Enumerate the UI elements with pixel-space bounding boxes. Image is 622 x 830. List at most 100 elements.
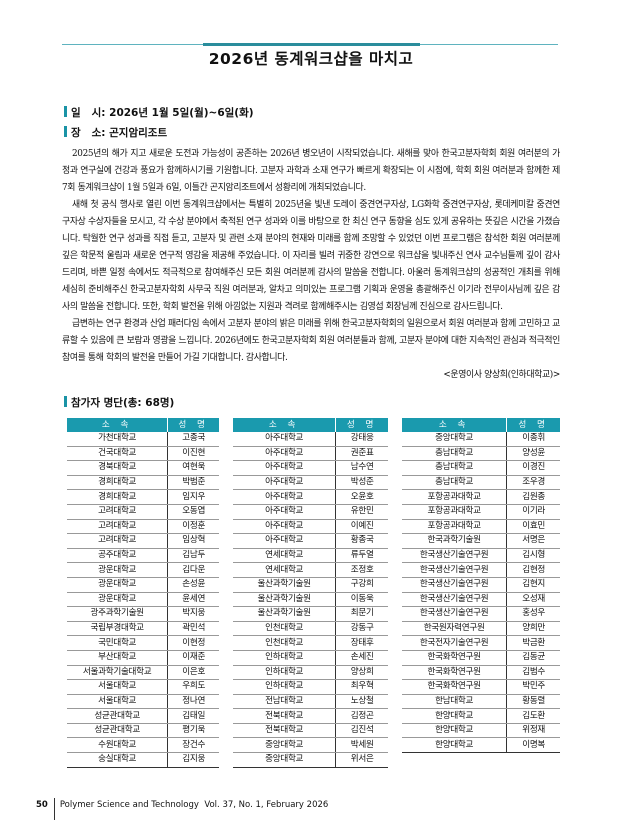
name-cell: 손세진 bbox=[335, 650, 388, 666]
name-cell: 유한민 bbox=[335, 504, 388, 520]
name-cell: 위정재 bbox=[506, 723, 560, 739]
affiliation-cell: 수원대학교 bbox=[67, 737, 169, 754]
table-row: 부산대학교 이재준 bbox=[67, 650, 219, 666]
name-cell: 이효민 bbox=[506, 519, 560, 535]
table-row: 한남대학교 황동렬 bbox=[402, 694, 560, 710]
affiliation-cell: 중앙대학교 bbox=[233, 737, 337, 754]
affiliation-cell: 한국원자력연구원 bbox=[402, 621, 508, 637]
name-cell: 박민주 bbox=[506, 679, 560, 695]
table-row: 가천대학교 고종국 bbox=[67, 432, 219, 447]
table-row: 한양대학교 김도환 bbox=[402, 708, 560, 724]
name-cell: 여현욱 bbox=[167, 460, 219, 476]
name-cell: 김남두 bbox=[167, 548, 219, 564]
affiliation-cell: 충남대학교 bbox=[402, 460, 508, 476]
name-cell: 최우혁 bbox=[335, 679, 388, 695]
header-affiliation: 소 속 bbox=[402, 418, 508, 432]
name-cell: 이종휘 bbox=[506, 432, 560, 447]
top-rule-accent bbox=[203, 43, 420, 46]
table-row: 연세대학교 조정호 bbox=[233, 562, 388, 578]
table-row: 한국화학연구원 김범수 bbox=[402, 665, 560, 681]
name-cell: 박지웅 bbox=[167, 606, 219, 622]
affiliation-cell: 경희대학교 bbox=[67, 475, 169, 491]
affiliation-cell: 숭실대학교 bbox=[67, 752, 169, 768]
name-cell: 강동구 bbox=[335, 621, 388, 637]
affiliation-cell: 중앙대학교 bbox=[402, 432, 508, 447]
table-row: 중앙대학교 박세원 bbox=[233, 737, 388, 754]
participants-heading-text: 참가자 명단(총: 68명) bbox=[71, 397, 175, 409]
affiliation-cell: 울산과학기술원 bbox=[233, 606, 337, 622]
table-row: 울산과학기술원 구강희 bbox=[233, 577, 388, 593]
name-cell: 오동엽 bbox=[167, 504, 219, 520]
name-cell: 이정훈 bbox=[167, 519, 219, 535]
affiliation-cell: 인하대학교 bbox=[233, 650, 337, 666]
table-row: 성균관대학교 평기욱 bbox=[67, 723, 219, 739]
name-cell: 김도환 bbox=[506, 708, 560, 724]
name-cell: 이동욱 bbox=[335, 592, 388, 608]
header-name: 성 명 bbox=[167, 418, 219, 432]
name-cell: 황동렬 bbox=[506, 694, 560, 710]
affiliation-cell: 고려대학교 bbox=[67, 533, 169, 549]
affiliation-cell: 한국전자기술연구원 bbox=[402, 635, 508, 651]
table-row: 아주대학교 남수연 bbox=[233, 460, 388, 476]
affiliation-cell: 인천대학교 bbox=[233, 621, 337, 637]
affiliation-cell: 가천대학교 bbox=[67, 432, 169, 447]
table-row: 충남대학교 조우경 bbox=[402, 475, 560, 491]
table-row: 아주대학교 강태웅 bbox=[233, 432, 388, 447]
page-title: 2026년 동계워크샵을 마치고 bbox=[208, 50, 414, 68]
name-cell: 박성준 bbox=[335, 475, 388, 491]
affiliation-cell: 아주대학교 bbox=[233, 533, 337, 549]
affiliation-cell: 인하대학교 bbox=[233, 679, 337, 695]
paragraph: 새해 첫 공식 행사로 열린 이번 동계워크샵에서는 특별히 2025년을 빛낸… bbox=[62, 200, 560, 312]
affiliation-cell: 한국생산기술연구원 bbox=[402, 606, 508, 622]
info-date: 일 시: 2026년 1월 5일(월)~6일(화) bbox=[64, 106, 560, 120]
affiliation-cell: 아주대학교 bbox=[233, 446, 337, 462]
table-row: 서울과학기술대학교 이은호 bbox=[67, 665, 219, 681]
name-cell: 조우경 bbox=[506, 475, 560, 491]
table-row: 한국화학연구원 김동균 bbox=[402, 650, 560, 666]
table-row: 아주대학교 황종국 bbox=[233, 533, 388, 549]
affiliation-cell: 한양대학교 bbox=[402, 708, 508, 724]
table-row: 인천대학교 강동구 bbox=[233, 621, 388, 637]
affiliation-cell: 전북대학교 bbox=[233, 708, 337, 724]
table-row: 광주과학기술원 박지웅 bbox=[67, 606, 219, 622]
table-row: 국립부경대학교 곽민석 bbox=[67, 621, 219, 637]
name-cell: 남수연 bbox=[335, 460, 388, 476]
affiliation-cell: 아주대학교 bbox=[233, 519, 337, 535]
name-cell: 김동균 bbox=[506, 650, 560, 666]
info-place: 장 소: 곤지암리조트 bbox=[64, 126, 560, 140]
affiliation-cell: 경북대학교 bbox=[67, 460, 169, 476]
affiliation-cell: 한국생산기술연구원 bbox=[402, 548, 508, 564]
affiliation-cell: 울산과학기술원 bbox=[233, 577, 337, 593]
affiliation-cell: 전남대학교 bbox=[233, 694, 337, 710]
affiliation-cell: 한국생산기술연구원 bbox=[402, 577, 508, 593]
name-cell: 박범준 bbox=[167, 475, 219, 491]
journal-info: Polymer Science and Technology Vol. 37, … bbox=[59, 799, 329, 810]
affiliation-cell: 광주과학기술원 bbox=[67, 606, 169, 622]
name-cell: 이은호 bbox=[167, 665, 219, 681]
table-row: 아주대학교 이예진 bbox=[233, 519, 388, 535]
affiliation-cell: 아주대학교 bbox=[233, 504, 337, 520]
participants-heading: 참가자 명단(총: 68명) bbox=[64, 396, 560, 410]
name-cell: 강태웅 bbox=[335, 432, 388, 447]
name-cell: 손성윤 bbox=[167, 577, 219, 593]
name-cell: 조정호 bbox=[335, 562, 388, 578]
section-marker-icon bbox=[64, 126, 67, 137]
affiliation-cell: 포항공과대학교 bbox=[402, 519, 508, 535]
affiliation-cell: 서울대학교 bbox=[67, 679, 169, 695]
section-marker-icon bbox=[64, 396, 67, 407]
header-name: 성 명 bbox=[506, 418, 560, 432]
table-row: 경북대학교 여현욱 bbox=[67, 460, 219, 476]
affiliation-cell: 중앙대학교 bbox=[233, 752, 337, 768]
article-body: 2025년의 해가 지고 새로운 도전과 가능성이 공존하는 2026년 병오년… bbox=[62, 146, 560, 384]
name-cell: 박금환 bbox=[506, 635, 560, 651]
affiliation-cell: 연세대학교 bbox=[233, 562, 337, 578]
name-cell: 김시형 bbox=[506, 548, 560, 564]
table-row: 고려대학교 이정훈 bbox=[67, 519, 219, 535]
affiliation-cell: 울산과학기술원 bbox=[233, 592, 337, 608]
header-name: 성 명 bbox=[335, 418, 388, 432]
table-row: 전북대학교 김진석 bbox=[233, 723, 388, 739]
paragraph: 급변하는 연구 환경과 산업 패러다임 속에서 고분자 분야의 밝은 미래를 위… bbox=[62, 319, 560, 363]
